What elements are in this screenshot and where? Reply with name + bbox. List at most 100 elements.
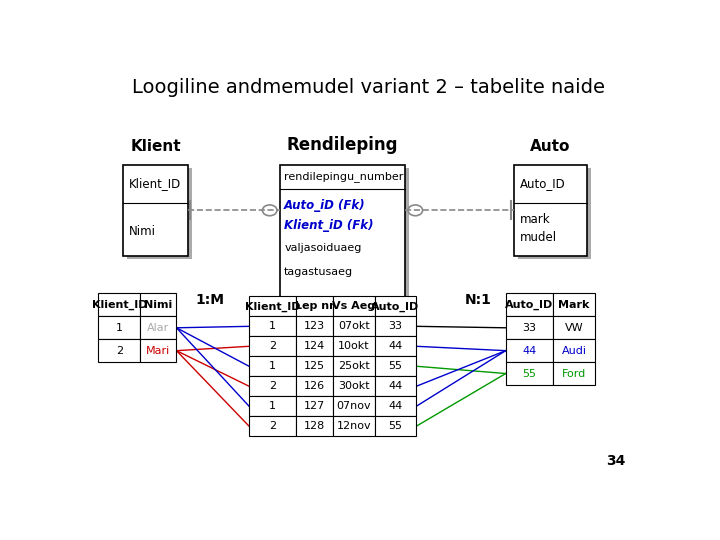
FancyBboxPatch shape <box>374 376 416 396</box>
Text: Auto_iD (Fk): Auto_iD (Fk) <box>284 199 366 212</box>
FancyBboxPatch shape <box>333 396 374 416</box>
FancyBboxPatch shape <box>249 356 297 376</box>
Text: 44: 44 <box>522 346 536 356</box>
Text: Klient_ID: Klient_ID <box>245 301 300 312</box>
Text: VW: VW <box>564 323 583 333</box>
FancyBboxPatch shape <box>297 296 333 316</box>
Text: 1:M: 1:M <box>195 293 225 307</box>
FancyBboxPatch shape <box>280 165 405 298</box>
Text: Nimi: Nimi <box>129 225 156 238</box>
Text: Klient: Klient <box>130 139 181 154</box>
Text: 1: 1 <box>269 321 276 332</box>
FancyBboxPatch shape <box>553 339 595 362</box>
Text: 44: 44 <box>388 341 402 352</box>
Text: Mark: Mark <box>559 300 590 310</box>
Text: Audi: Audi <box>562 346 587 356</box>
Text: 25okt: 25okt <box>338 361 369 372</box>
Text: 10okt: 10okt <box>338 341 369 352</box>
FancyBboxPatch shape <box>297 336 333 356</box>
Text: 1: 1 <box>116 323 123 333</box>
FancyBboxPatch shape <box>505 339 553 362</box>
Text: 55: 55 <box>389 361 402 372</box>
Text: 1: 1 <box>269 361 276 372</box>
FancyBboxPatch shape <box>505 316 553 339</box>
Text: mark: mark <box>520 213 550 226</box>
FancyBboxPatch shape <box>553 294 595 316</box>
FancyBboxPatch shape <box>99 316 140 339</box>
Text: 2: 2 <box>116 346 123 356</box>
Text: 124: 124 <box>304 341 325 352</box>
FancyBboxPatch shape <box>297 396 333 416</box>
FancyBboxPatch shape <box>297 316 333 336</box>
Text: 55: 55 <box>389 421 402 431</box>
Text: 07okt: 07okt <box>338 321 369 332</box>
Text: Auto_ID: Auto_ID <box>505 300 554 310</box>
FancyBboxPatch shape <box>333 316 374 336</box>
Text: Nimi: Nimi <box>144 300 173 310</box>
Text: mudel: mudel <box>520 231 557 244</box>
Text: Rendileping: Rendileping <box>287 136 398 154</box>
Text: Mari: Mari <box>146 346 171 356</box>
FancyBboxPatch shape <box>514 165 587 256</box>
Text: 2: 2 <box>269 341 276 352</box>
FancyBboxPatch shape <box>374 396 416 416</box>
FancyBboxPatch shape <box>99 339 140 362</box>
FancyBboxPatch shape <box>124 165 188 256</box>
Text: N:1: N:1 <box>464 293 491 307</box>
Text: 44: 44 <box>388 401 402 411</box>
FancyBboxPatch shape <box>505 294 553 316</box>
Text: Alar: Alar <box>147 323 169 333</box>
Text: 2: 2 <box>269 421 276 431</box>
Text: 123: 123 <box>304 321 325 332</box>
FancyBboxPatch shape <box>333 376 374 396</box>
FancyBboxPatch shape <box>297 356 333 376</box>
Text: tagastusaeg: tagastusaeg <box>284 267 354 278</box>
FancyBboxPatch shape <box>99 294 140 316</box>
Text: 12nov: 12nov <box>336 421 371 431</box>
Text: Klient_ID: Klient_ID <box>91 300 147 310</box>
FancyBboxPatch shape <box>374 416 416 436</box>
Text: rendilepingu_number: rendilepingu_number <box>284 171 403 182</box>
FancyBboxPatch shape <box>374 296 416 316</box>
Text: 34: 34 <box>606 454 626 468</box>
FancyBboxPatch shape <box>505 362 553 385</box>
FancyBboxPatch shape <box>249 336 297 356</box>
Text: 07nov: 07nov <box>336 401 371 411</box>
Text: Klient_ID: Klient_ID <box>129 177 181 190</box>
FancyBboxPatch shape <box>374 356 416 376</box>
Text: 1: 1 <box>269 401 276 411</box>
FancyBboxPatch shape <box>249 296 297 316</box>
Text: 30okt: 30okt <box>338 381 369 391</box>
FancyBboxPatch shape <box>127 168 192 259</box>
FancyBboxPatch shape <box>140 339 176 362</box>
Text: Auto: Auto <box>530 139 570 154</box>
Text: Klient_iD (Fk): Klient_iD (Fk) <box>284 219 374 232</box>
FancyBboxPatch shape <box>374 336 416 356</box>
Text: Ford: Ford <box>562 368 586 379</box>
Text: Lep nr: Lep nr <box>294 301 334 312</box>
Text: Auto_ID: Auto_ID <box>372 301 420 312</box>
FancyBboxPatch shape <box>333 296 374 316</box>
FancyBboxPatch shape <box>518 168 590 259</box>
FancyBboxPatch shape <box>333 336 374 356</box>
FancyBboxPatch shape <box>553 316 595 339</box>
Text: valjasoiduaeg: valjasoiduaeg <box>284 244 361 253</box>
FancyBboxPatch shape <box>374 316 416 336</box>
Text: 126: 126 <box>304 381 325 391</box>
Text: 128: 128 <box>304 421 325 431</box>
Text: Auto_ID: Auto_ID <box>520 177 565 190</box>
FancyBboxPatch shape <box>140 294 176 316</box>
FancyBboxPatch shape <box>249 416 297 436</box>
FancyBboxPatch shape <box>284 168 409 301</box>
Text: Loogiline andmemudel variant 2 – tabelite naide: Loogiline andmemudel variant 2 – tabelit… <box>132 78 606 97</box>
Text: 33: 33 <box>523 323 536 333</box>
FancyBboxPatch shape <box>333 356 374 376</box>
FancyBboxPatch shape <box>297 376 333 396</box>
Text: 127: 127 <box>304 401 325 411</box>
Text: 55: 55 <box>523 368 536 379</box>
Text: 44: 44 <box>388 381 402 391</box>
FancyBboxPatch shape <box>140 316 176 339</box>
FancyBboxPatch shape <box>249 396 297 416</box>
FancyBboxPatch shape <box>249 376 297 396</box>
FancyBboxPatch shape <box>553 362 595 385</box>
